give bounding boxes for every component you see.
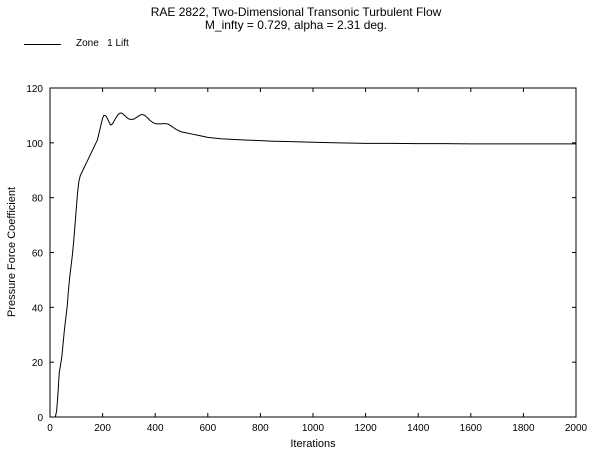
- x-tick-label: 1400: [407, 423, 430, 434]
- x-tick-label: 400: [147, 423, 164, 434]
- chart-series: [54, 112, 576, 418]
- x-tick-label: 1800: [512, 423, 535, 434]
- x-tick-label: 1000: [302, 423, 325, 434]
- x-axis-title: Iterations: [290, 438, 336, 450]
- y-tick-label: 20: [32, 358, 44, 369]
- legend-line-swatch: [24, 44, 61, 45]
- series-line-lift: [54, 112, 576, 418]
- chart-ticks: 0 200 400 600 800 1000 1200 1400 1600 1800 2000 0 20…: [26, 84, 587, 434]
- x-tick-label: 0: [47, 423, 53, 434]
- x-tick-label: 200: [94, 423, 111, 434]
- y-tick-label: 40: [32, 303, 44, 314]
- x-tick-label: 1200: [354, 423, 377, 434]
- x-tick-label: 2000: [565, 423, 588, 434]
- y-tick-label: 120: [26, 84, 43, 95]
- x-tick-label: 800: [252, 423, 269, 434]
- chart-axes: [49, 87, 577, 418]
- y-tick-label: 80: [32, 194, 44, 205]
- y-tick-label: 0: [37, 413, 43, 424]
- x-tick-label: 600: [199, 423, 216, 434]
- chart-title: RAE 2822, Two-Dimensional Transonic Turb…: [150, 5, 442, 19]
- y-axis-title: Pressure Force Coefficient: [6, 187, 18, 317]
- plot-frame: [49, 87, 577, 418]
- x-tick-label: 1600: [460, 423, 483, 434]
- legend-label: Zone 1 Lift: [76, 38, 129, 49]
- y-tick-label: 100: [26, 139, 43, 150]
- chart-subtitle: M_infty = 0.729, alpha = 2.31 deg.: [204, 18, 388, 32]
- y-tick-label: 60: [32, 249, 44, 260]
